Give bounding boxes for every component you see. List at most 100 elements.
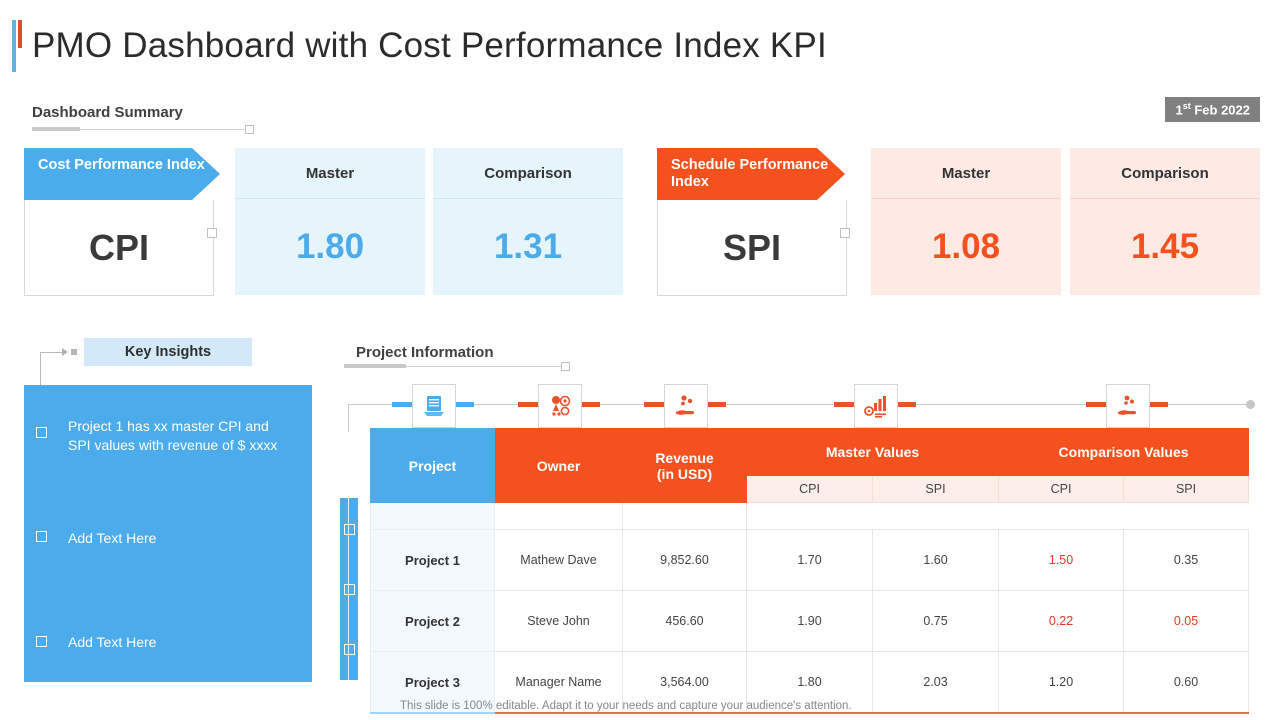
cpi-comparison-label: Comparison: [433, 148, 623, 199]
date-badge-ordinal: st: [1182, 101, 1191, 111]
table-header-master-values[interactable]: Master Values: [745, 428, 1000, 476]
project-information-rule-handle[interactable]: [561, 362, 570, 371]
timeline-end-dot: [1246, 400, 1255, 409]
spi-banner: Schedule Performance Index: [657, 148, 845, 200]
hand-coins-icon[interactable]: [664, 384, 708, 428]
timeline-dash-1-left: [392, 402, 414, 407]
timeline-dash-4-right: [894, 402, 916, 407]
cell-comparison-cpi: 1.50: [998, 529, 1125, 591]
dashboard-summary-rule-thick: [32, 127, 80, 131]
hand-coins-icon[interactable]: [1106, 384, 1150, 428]
title-accent-bar-orange: [18, 20, 22, 48]
cell-project: Project 3: [370, 651, 495, 714]
cpi-comparison-card: Comparison 1.31: [433, 148, 623, 295]
timeline-dash-2-left: [518, 402, 540, 407]
cell-revenue: 9,852.60: [622, 529, 747, 591]
key-insights-item-1: Project 1 has xx master CPI and SPI valu…: [68, 418, 278, 453]
timeline-dash-3-left: [644, 402, 666, 407]
cell-comparison-spi: 0.60: [1123, 651, 1250, 714]
date-badge-month-year: Feb 2022: [1190, 102, 1250, 118]
cpi-code-label: CPI: [88, 226, 149, 268]
cell-master-spi: 1.60: [871, 529, 1000, 591]
spi-card-handle[interactable]: [840, 228, 850, 238]
dashboard-summary-rule: [80, 129, 246, 130]
table-spacer-row: [370, 502, 1249, 530]
spi-comparison-label: Comparison: [1070, 148, 1260, 199]
key-insights-arrow-icon: [62, 348, 68, 356]
table-spacer-project: [370, 502, 495, 530]
key-insights-title-pill: Key Insights: [84, 338, 252, 366]
table-side-marker-bar: [340, 498, 358, 680]
cell-revenue: 456.60: [622, 590, 747, 652]
table-spacer-revenue: [622, 502, 747, 530]
cell-owner: Mathew Dave: [494, 529, 623, 591]
cell-comparison-cpi: 1.20: [998, 651, 1125, 714]
cpi-master-label: Master: [235, 148, 425, 199]
table-header-project[interactable]: Project: [370, 428, 495, 503]
cell-comparison-cpi: 0.22: [998, 590, 1125, 652]
cpi-comparison-value: 1.31: [493, 227, 563, 266]
spi-master-label: Master: [871, 148, 1061, 199]
table-row[interactable]: Project 2 Steve John 456.60 1.90 0.75 0.…: [370, 590, 1250, 652]
cell-master-spi: 0.75: [871, 590, 1000, 652]
table-header-revenue[interactable]: Revenue (in USD): [622, 428, 747, 503]
cell-project: Project 1: [370, 529, 495, 591]
key-insights-title: Key Insights: [124, 344, 212, 360]
cell-master-cpi: 1.70: [746, 529, 873, 591]
table-subheader-master-spi: SPI: [871, 475, 1000, 503]
date-badge-day: 1: [1175, 102, 1183, 118]
spi-comparison-card: Comparison 1.45: [1070, 148, 1260, 295]
cell-owner: Steve John: [494, 590, 623, 652]
page-title: PMO Dashboard with Cost Performance Inde…: [32, 26, 827, 65]
timeline-dash-5-left: [1086, 402, 1108, 407]
cell-owner: Manager Name: [494, 651, 623, 714]
footer-note: This slide is 100% editable. Adapt it to…: [400, 700, 852, 712]
dashboard-summary-rule-handle[interactable]: [245, 125, 254, 134]
table-header-owner[interactable]: Owner: [494, 428, 623, 503]
cell-comparison-spi: 0.05: [1123, 590, 1250, 652]
table-subheader-comparison-spi: SPI: [1123, 475, 1250, 503]
key-insights-bullet-3: [36, 636, 47, 647]
timeline-dash-5-right: [1146, 402, 1168, 407]
spi-code-label: SPI: [722, 226, 782, 268]
cell-master-spi: 2.03: [871, 651, 1000, 714]
key-insights-bullet-2: [36, 531, 47, 542]
cell-project: Project 2: [370, 590, 495, 652]
bar-chart-icon[interactable]: [854, 384, 898, 428]
key-insights-bullet-1: [36, 427, 47, 438]
table-side-marker-line: [348, 498, 349, 680]
cpi-master-card: Master 1.80: [235, 148, 425, 295]
key-insights-item-3: Add Text Here: [68, 634, 157, 650]
timeline-dash-3-right: [704, 402, 726, 407]
timeline-dash-2-right: [578, 402, 600, 407]
table-side-marker-3: [344, 644, 355, 655]
document-icon[interactable]: [412, 384, 456, 428]
spi-code-card: SPI: [657, 200, 847, 296]
timeline-dash-1-right: [452, 402, 474, 407]
spi-master-value: 1.08: [931, 227, 1001, 266]
cell-revenue: 3,564.00: [622, 651, 747, 714]
network-settings-icon[interactable]: [538, 384, 582, 428]
timeline-baseline: [348, 404, 1251, 405]
timeline-left-stub: [348, 404, 349, 432]
key-insights-item-2: Add Text Here: [68, 530, 157, 546]
section-label-project-information: Project Information: [356, 344, 494, 361]
cpi-code-card: CPI: [24, 200, 214, 296]
table-row[interactable]: Project 1 Mathew Dave 9,852.60 1.70 1.60…: [370, 529, 1250, 591]
cpi-card-handle[interactable]: [207, 228, 217, 238]
cell-master-cpi: 1.80: [746, 651, 873, 714]
table-subheader-master-cpi: CPI: [746, 475, 873, 503]
title-accent-bar-blue: [12, 20, 16, 72]
cpi-banner: Cost Performance Index: [24, 148, 220, 200]
table-header-comparison-values[interactable]: Comparison Values: [998, 428, 1250, 476]
table-side-marker-1: [344, 524, 355, 535]
table-subheader-comparison-cpi: CPI: [998, 475, 1125, 503]
spi-master-card: Master 1.08: [871, 148, 1061, 295]
section-label-dashboard-summary: Dashboard Summary: [32, 104, 183, 121]
key-insights-marker-square: [71, 349, 77, 355]
cell-comparison-spi: 0.35: [1123, 529, 1250, 591]
project-information-table: Project Owner Revenue (in USD) Master Va…: [370, 428, 1250, 714]
table-row[interactable]: Project 3 Manager Name 3,564.00 1.80 2.0…: [370, 651, 1250, 714]
timeline-dash-4-left: [834, 402, 856, 407]
key-insights-connector-horizontal: [40, 352, 62, 353]
